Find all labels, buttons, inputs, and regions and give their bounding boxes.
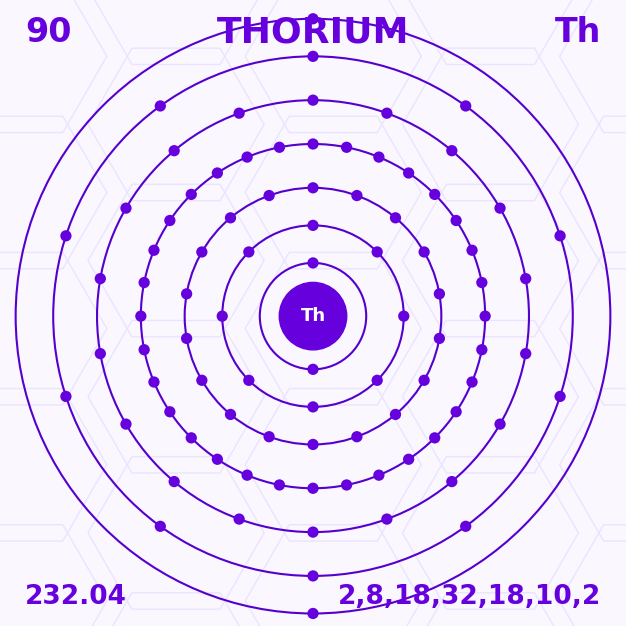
Circle shape	[307, 401, 319, 413]
Circle shape	[307, 608, 319, 619]
Circle shape	[164, 406, 175, 418]
Circle shape	[520, 273, 531, 284]
Circle shape	[164, 215, 175, 226]
Text: 232.04: 232.04	[25, 584, 127, 610]
Circle shape	[138, 344, 150, 356]
Circle shape	[242, 151, 253, 163]
Text: THORIUM: THORIUM	[217, 16, 409, 49]
Circle shape	[120, 418, 131, 429]
Circle shape	[274, 480, 285, 491]
Circle shape	[225, 212, 236, 223]
Circle shape	[307, 439, 319, 450]
Circle shape	[373, 470, 384, 481]
Circle shape	[135, 310, 146, 322]
Circle shape	[476, 277, 488, 288]
Circle shape	[155, 521, 166, 532]
Text: 90: 90	[25, 16, 71, 49]
Circle shape	[274, 141, 285, 153]
Circle shape	[279, 282, 347, 351]
Circle shape	[555, 230, 566, 242]
Circle shape	[217, 310, 228, 322]
Circle shape	[429, 432, 440, 443]
Circle shape	[460, 521, 471, 532]
Circle shape	[480, 310, 491, 322]
Circle shape	[307, 570, 319, 582]
Circle shape	[419, 246, 430, 258]
Circle shape	[307, 51, 319, 62]
Circle shape	[60, 391, 71, 402]
Circle shape	[212, 454, 223, 465]
Circle shape	[243, 375, 254, 386]
Circle shape	[307, 182, 319, 193]
Circle shape	[476, 344, 488, 356]
Circle shape	[120, 202, 131, 214]
Circle shape	[451, 215, 462, 226]
Circle shape	[307, 257, 319, 269]
Circle shape	[446, 145, 458, 156]
Circle shape	[243, 246, 254, 257]
Circle shape	[390, 409, 401, 420]
Circle shape	[186, 189, 197, 200]
Circle shape	[233, 513, 245, 525]
Circle shape	[466, 376, 478, 387]
Circle shape	[373, 151, 384, 163]
Circle shape	[351, 190, 362, 201]
Circle shape	[403, 167, 414, 178]
Circle shape	[225, 409, 236, 420]
Circle shape	[555, 391, 566, 402]
Circle shape	[460, 100, 471, 111]
Circle shape	[351, 431, 362, 443]
Circle shape	[148, 245, 160, 256]
Circle shape	[341, 141, 352, 153]
Circle shape	[307, 364, 319, 375]
Circle shape	[95, 273, 106, 284]
Circle shape	[520, 348, 531, 359]
Circle shape	[451, 406, 462, 418]
Circle shape	[95, 348, 106, 359]
Circle shape	[341, 480, 352, 491]
Circle shape	[212, 167, 223, 178]
Circle shape	[434, 333, 445, 344]
Circle shape	[181, 288, 192, 299]
Circle shape	[168, 145, 180, 156]
Circle shape	[307, 220, 319, 231]
Circle shape	[168, 476, 180, 487]
Circle shape	[138, 277, 150, 288]
Circle shape	[429, 189, 440, 200]
Circle shape	[233, 108, 245, 119]
Circle shape	[60, 230, 71, 242]
Circle shape	[307, 526, 319, 538]
Text: 2,8,18,32,18,10,2: 2,8,18,32,18,10,2	[337, 584, 601, 610]
Circle shape	[495, 419, 506, 430]
Circle shape	[495, 203, 506, 214]
Circle shape	[196, 246, 207, 258]
Circle shape	[196, 374, 207, 386]
Circle shape	[381, 513, 393, 525]
Text: Th: Th	[300, 307, 326, 325]
Circle shape	[264, 190, 275, 201]
Circle shape	[372, 246, 383, 257]
Circle shape	[390, 212, 401, 223]
Circle shape	[419, 375, 430, 386]
Circle shape	[155, 100, 166, 111]
Circle shape	[381, 108, 393, 119]
Circle shape	[446, 476, 458, 487]
Circle shape	[307, 483, 319, 494]
Circle shape	[372, 375, 383, 386]
Circle shape	[307, 95, 319, 106]
Circle shape	[242, 470, 253, 481]
Circle shape	[466, 245, 478, 256]
Circle shape	[403, 454, 414, 465]
Circle shape	[398, 310, 409, 322]
Circle shape	[148, 376, 160, 387]
Circle shape	[307, 138, 319, 150]
Text: Th: Th	[555, 16, 601, 49]
Circle shape	[434, 288, 445, 299]
Circle shape	[264, 431, 275, 443]
Circle shape	[186, 432, 197, 443]
Circle shape	[307, 13, 319, 24]
Circle shape	[181, 333, 192, 344]
